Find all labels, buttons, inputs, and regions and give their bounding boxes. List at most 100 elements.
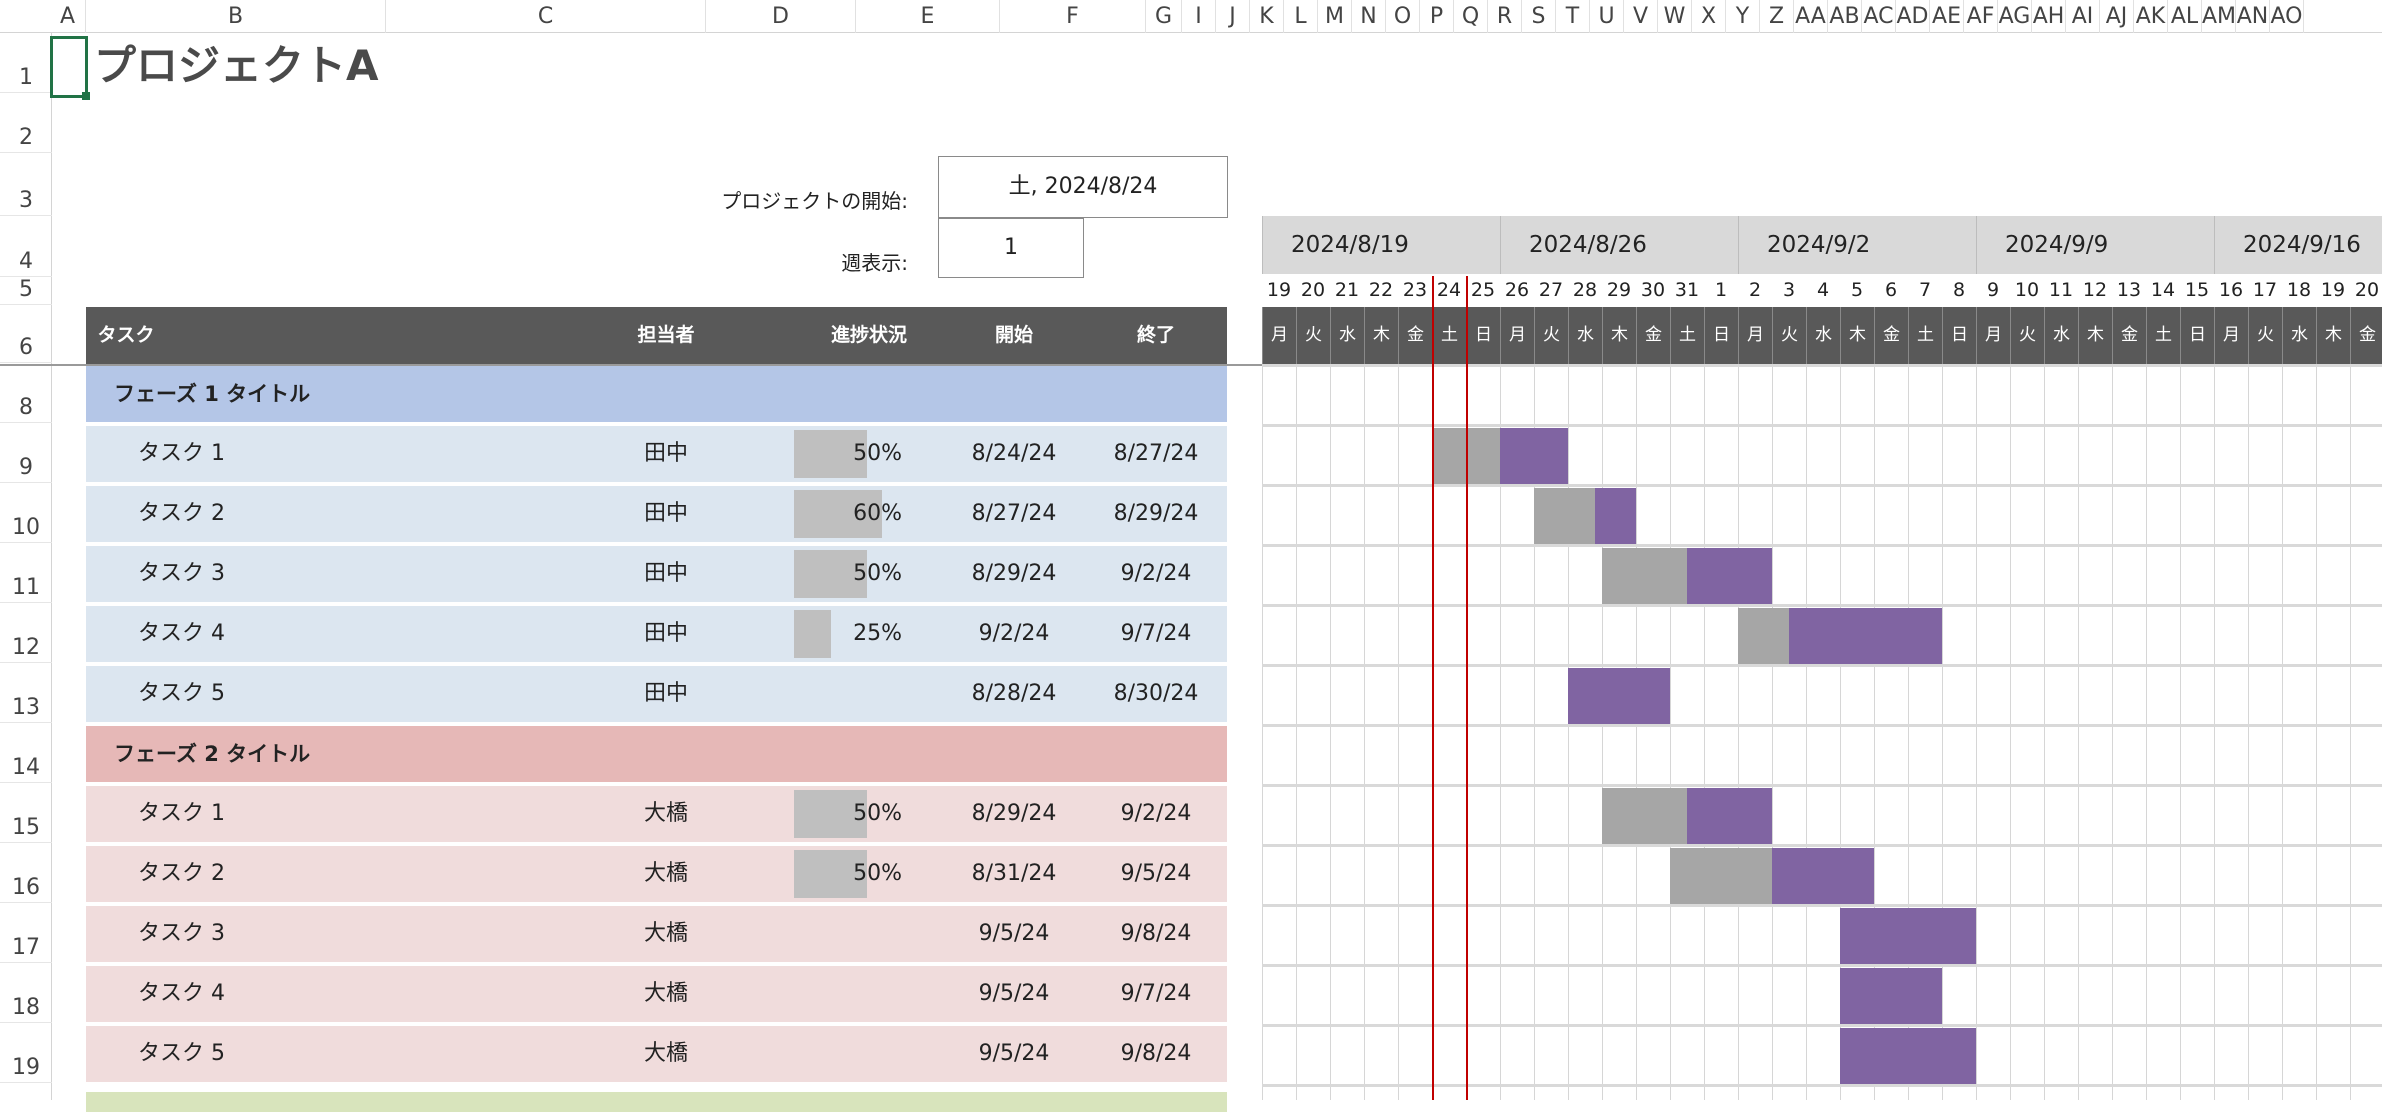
weekday-label: 土 [1670,307,1704,364]
row-header-12[interactable]: 12 [0,603,52,663]
column-header-U[interactable]: U [1590,0,1624,33]
gantt-bar-remaining[interactable] [1789,608,1942,664]
task-row[interactable]: タスク 2 田中 60% 8/27/24 8/29/24 [86,486,1227,542]
gantt-bar-remaining[interactable] [1840,908,1976,964]
column-header-AE[interactable]: AE [1930,0,1964,33]
gantt-bar-complete[interactable] [1602,548,1687,604]
row-header-16[interactable]: 16 [0,843,52,903]
column-header-L[interactable]: L [1284,0,1318,33]
column-header-AB[interactable]: AB [1828,0,1862,33]
column-header-AA[interactable]: AA [1794,0,1828,33]
column-header-AM[interactable]: AM [2202,0,2236,33]
gantt-bar-remaining[interactable] [1595,488,1636,544]
row-header-6[interactable]: 6 [0,305,52,363]
column-header-N[interactable]: N [1352,0,1386,33]
gantt-gridline [1670,366,1671,1100]
column-header-T[interactable]: T [1556,0,1590,33]
column-header-AC[interactable]: AC [1862,0,1896,33]
task-row[interactable]: タスク 3 大橋 9/5/24 9/8/24 [86,906,1227,962]
column-header-AF[interactable]: AF [1964,0,1998,33]
column-header-AN[interactable]: AN [2236,0,2270,33]
row-header-18[interactable]: 18 [0,963,52,1023]
column-header-AK[interactable]: AK [2134,0,2168,33]
active-cell-cursor[interactable] [50,36,88,98]
row-header-9[interactable]: 9 [0,423,52,483]
row-header-13[interactable]: 13 [0,663,52,723]
column-header-K[interactable]: K [1250,0,1284,33]
gantt-gridline [1942,366,1943,1100]
task-row[interactable]: タスク 4 田中 25% 9/2/24 9/7/24 [86,606,1227,662]
task-row[interactable]: タスク 3 田中 50% 8/29/24 9/2/24 [86,546,1227,602]
gantt-bar-complete[interactable] [1602,788,1687,844]
row-header-15[interactable]: 15 [0,783,52,843]
gantt-bar-remaining[interactable] [1840,968,1942,1024]
gantt-bar-remaining[interactable] [1500,428,1568,484]
column-header-AI[interactable]: AI [2066,0,2100,33]
row-header-1[interactable]: 1 [0,33,52,93]
column-header-C[interactable]: C [386,0,706,33]
column-header-X[interactable]: X [1692,0,1726,33]
project-start-field[interactable]: 土, 2024/8/24 [938,156,1228,218]
row-header-19[interactable]: 19 [0,1023,52,1083]
column-header-W[interactable]: W [1658,0,1692,33]
row-header-3[interactable]: 3 [0,153,52,216]
task-row[interactable]: タスク 1 大橋 50% 8/29/24 9/2/24 [86,786,1227,842]
row-header-2[interactable]: 2 [0,93,52,153]
gantt-bar-complete[interactable] [1534,488,1595,544]
task-row[interactable]: タスク 1 田中 50% 8/24/24 8/27/24 [86,426,1227,482]
task-row[interactable]: タスク 5 田中 8/28/24 8/30/24 [86,666,1227,722]
gantt-gridline [1874,366,1875,1100]
column-header-V[interactable]: V [1624,0,1658,33]
column-header-Y[interactable]: Y [1726,0,1760,33]
task-row[interactable]: タスク 2 大橋 50% 8/31/24 9/5/24 [86,846,1227,902]
row-header-10[interactable]: 10 [0,483,52,543]
column-header-A[interactable]: A [50,0,86,33]
gantt-bar-remaining[interactable] [1568,668,1670,724]
task-name: タスク 5 [138,1041,225,1066]
column-header-AJ[interactable]: AJ [2100,0,2134,33]
weekday-label: 日 [2180,307,2214,364]
column-header-M[interactable]: M [1318,0,1352,33]
row-header-11[interactable]: 11 [0,543,52,603]
column-header-F[interactable]: F [1000,0,1146,33]
column-header-D[interactable]: D [706,0,856,33]
column-header-I[interactable]: I [1182,0,1216,33]
week-display-field[interactable]: 1 [938,218,1084,278]
task-row[interactable]: タスク 4 大橋 9/5/24 9/7/24 [86,966,1227,1022]
row-header-5[interactable]: 5 [0,277,52,305]
column-header-B[interactable]: B [86,0,386,33]
column-header-R[interactable]: R [1488,0,1522,33]
column-header-AL[interactable]: AL [2168,0,2202,33]
gantt-bar-remaining[interactable] [1687,788,1772,844]
column-header-AG[interactable]: AG [1998,0,2032,33]
column-header-Q[interactable]: Q [1454,0,1488,33]
column-header-G[interactable]: G [1146,0,1182,33]
gantt-bar-complete[interactable] [1670,848,1772,904]
gantt-gridline [1296,366,1297,1100]
gantt-bar-remaining[interactable] [1840,1028,1976,1084]
column-header-J[interactable]: J [1216,0,1250,33]
task-owner: 大橋 [643,861,688,886]
gantt-bar-remaining[interactable] [1687,548,1772,604]
gantt-bar-complete[interactable] [1738,608,1789,664]
row-header-14[interactable]: 14 [0,723,52,783]
column-header-S[interactable]: S [1522,0,1556,33]
fill-handle[interactable] [82,92,90,100]
task-end: 9/2/24 [1120,561,1192,586]
row-header-4[interactable]: 4 [0,216,52,277]
task-name: タスク 4 [138,981,225,1006]
day-number: 31 [1674,279,1700,301]
column-header-AO[interactable]: AO [2270,0,2304,33]
gantt-bar-remaining[interactable] [1772,848,1874,904]
column-header-AH[interactable]: AH [2032,0,2066,33]
column-header-Z[interactable]: Z [1760,0,1794,33]
column-header-AD[interactable]: AD [1896,0,1930,33]
column-header-O[interactable]: O [1386,0,1420,33]
column-header-E[interactable]: E [856,0,1000,33]
row-header-8[interactable]: 8 [0,363,52,423]
day-number: 12 [2082,279,2108,301]
task-row[interactable]: タスク 5 大橋 9/5/24 9/8/24 [86,1026,1227,1082]
column-header-P[interactable]: P [1420,0,1454,33]
row-header-17[interactable]: 17 [0,903,52,963]
task-end: 9/7/24 [1120,981,1192,1006]
